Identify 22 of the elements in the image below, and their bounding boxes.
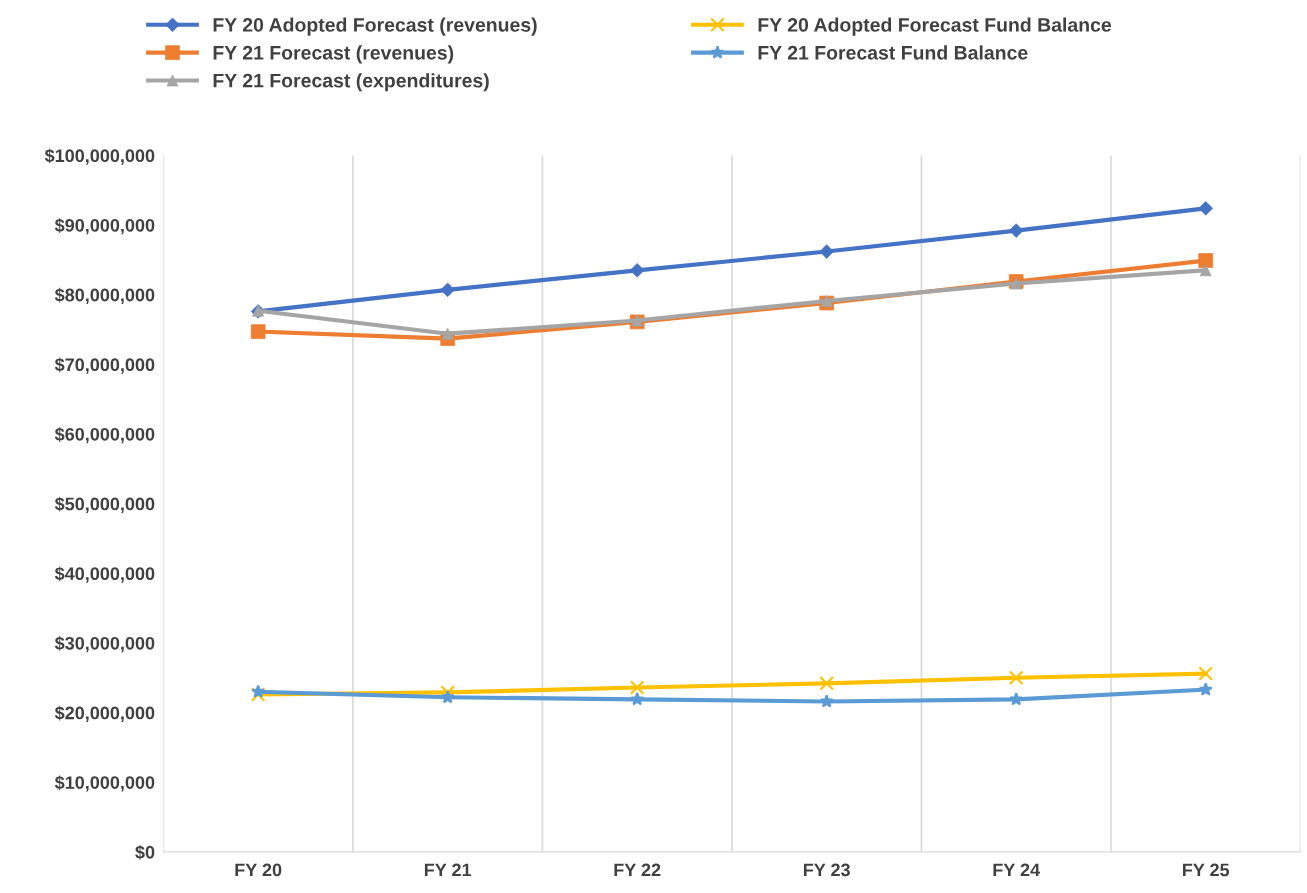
- y-tick-label: $30,000,000: [54, 636, 155, 653]
- legend-label: FY 20 Adopted Forecast Fund Balance: [758, 17, 1112, 36]
- x-tick-label: FY 21: [424, 863, 472, 877]
- y-tick-label: $100,000,000: [44, 148, 155, 165]
- x-tick-label: FY 23: [803, 863, 850, 877]
- y-tick-label: $40,000,000: [54, 566, 155, 583]
- y-tick-label: $10,000,000: [54, 775, 155, 792]
- y-tick-label: $80,000,000: [54, 287, 155, 305]
- y-tick-label: $70,000,000: [54, 357, 155, 374]
- legend-label: FY 21 Forecast (expenditures): [213, 73, 489, 92]
- y-tick-label: $20,000,000: [54, 705, 155, 722]
- legend-label: FY 21 Forecast Fund Balance: [758, 45, 1028, 60]
- y-tick-label: $60,000,000: [54, 427, 155, 444]
- y-tick-label: $90,000,000: [54, 218, 155, 235]
- y-tick-label: $0: [135, 845, 155, 860]
- x-tick-label: FY 22: [614, 863, 661, 877]
- x-tick-label: FY 25: [1182, 863, 1230, 877]
- legend-label: FY 21 Forecast (revenues): [213, 45, 454, 64]
- y-tick-label: $50,000,000: [54, 496, 155, 513]
- x-tick-label: FY 24: [993, 863, 1041, 877]
- legend-label: FY 20 Adopted Forecast (revenues): [213, 17, 537, 36]
- x-tick-label: FY 20: [235, 863, 282, 877]
